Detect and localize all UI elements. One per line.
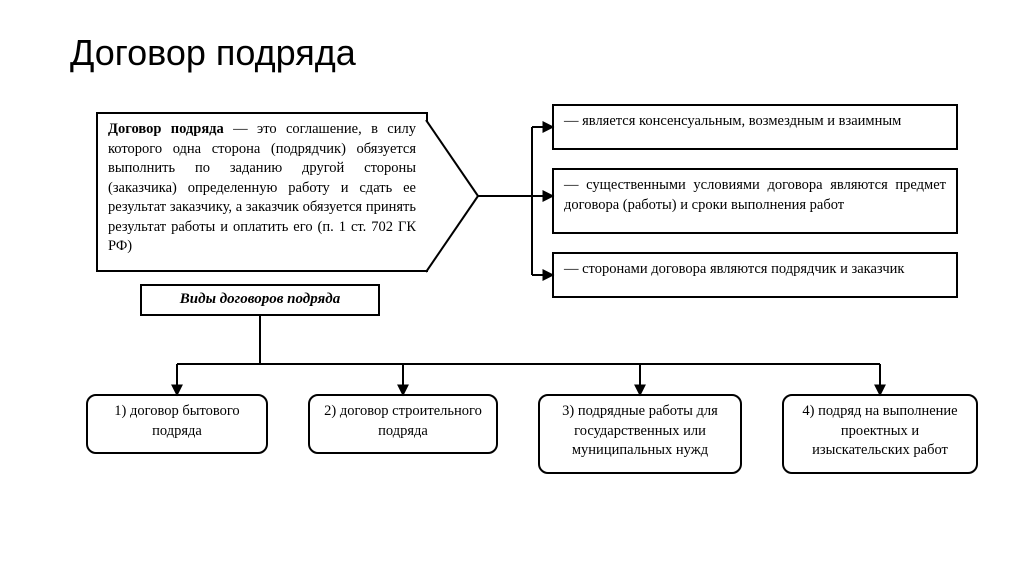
characteristic-text: — существенными условиями договора являю…	[564, 177, 946, 213]
diagram-canvas: { "page": { "title": "Договор подряда", …	[0, 0, 1024, 574]
characteristic-box: — является консенсуальным, возмездным и …	[552, 104, 958, 150]
page-title: Договор подряда	[70, 32, 356, 74]
definition-body: — это соглашение, в силу которого одна с…	[108, 121, 416, 254]
type-box: 4) подряд на выполнение проектных и изыс…	[782, 394, 978, 474]
characteristic-box: — существенными условиями договора являю…	[552, 168, 958, 234]
type-box: 2) договор строительного подряда	[308, 394, 498, 454]
characteristic-text: — является консенсуальным, возмездным и …	[564, 113, 901, 129]
characteristic-box: — сторонами договора являются подрядчик …	[552, 252, 958, 298]
type-box: 3) подрядные работы для государственных …	[538, 394, 742, 474]
type-text: 2) договор строительного подряда	[324, 403, 482, 439]
type-text: 1) договор бытового подряда	[114, 403, 239, 439]
type-text: 3) подрядные работы для государственных …	[562, 403, 718, 458]
types-heading: Виды договоров подряда	[140, 284, 380, 316]
page-title-text: Договор подряда	[70, 32, 356, 73]
type-text: 4) подряд на выполнение проектных и изыс…	[802, 403, 957, 458]
definition-box: Договор подряда — это соглашение, в силу…	[96, 112, 428, 272]
characteristic-text: — сторонами договора являются подрядчик …	[564, 261, 904, 277]
type-box: 1) договор бытового подряда	[86, 394, 268, 454]
definition-term: Договор подряда	[108, 121, 224, 137]
types-heading-text: Виды договоров подряда	[180, 291, 340, 307]
